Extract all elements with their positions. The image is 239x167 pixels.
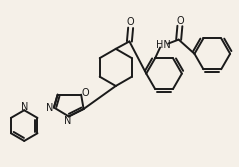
Text: N: N — [64, 116, 71, 126]
Text: N: N — [21, 102, 28, 112]
Text: O: O — [176, 16, 184, 26]
Text: N: N — [46, 103, 53, 113]
Text: HN: HN — [157, 40, 171, 50]
Text: O: O — [127, 17, 135, 27]
Text: O: O — [82, 88, 89, 98]
